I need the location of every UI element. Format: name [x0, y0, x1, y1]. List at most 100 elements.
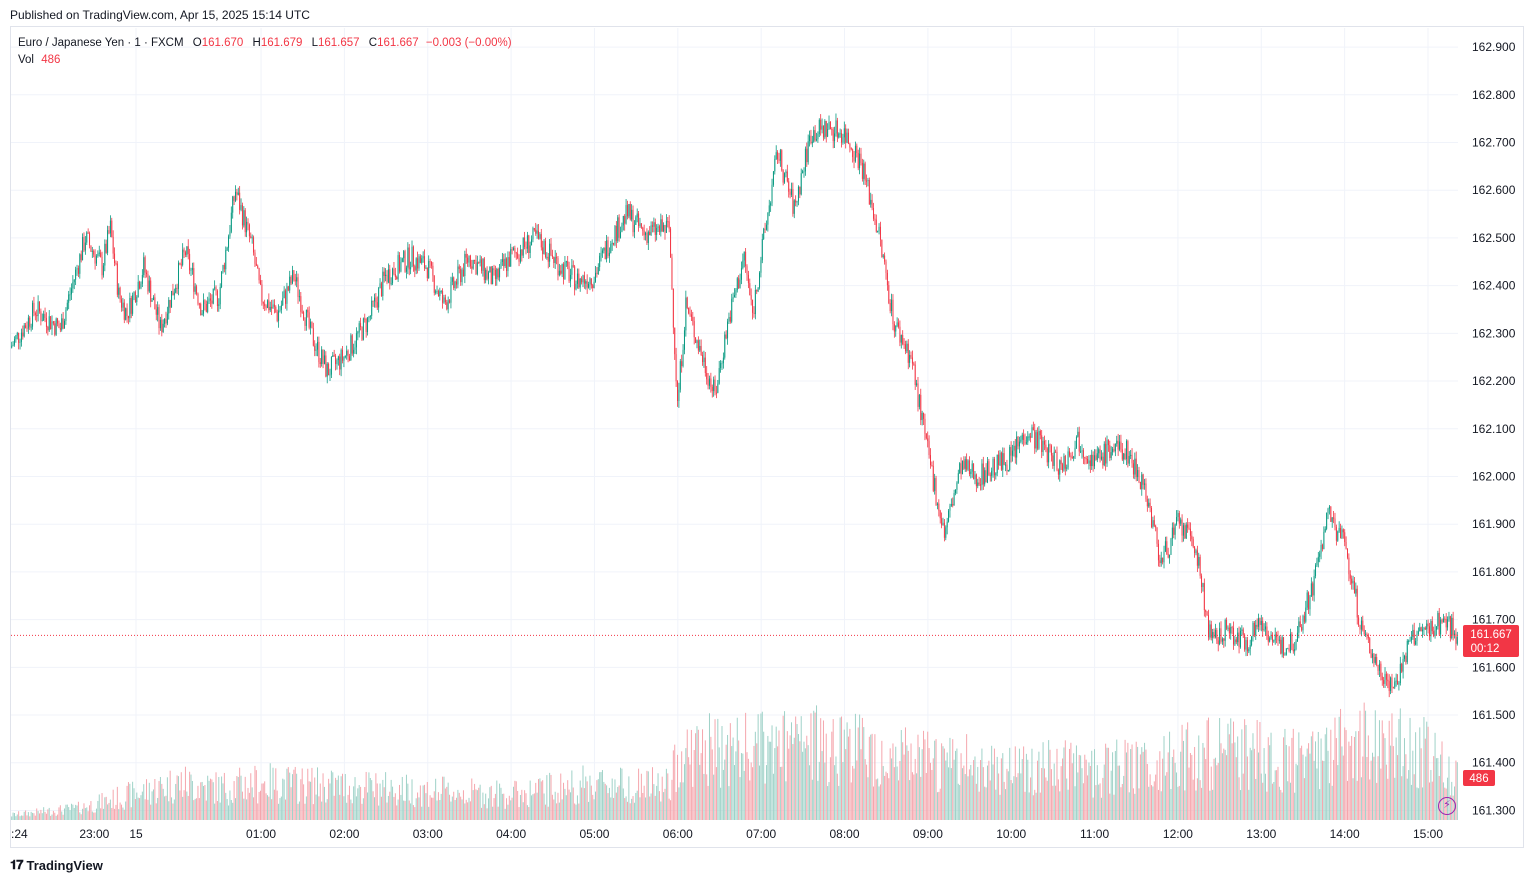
candle-body [116, 263, 118, 295]
candle-body [410, 267, 412, 270]
candle [234, 185, 236, 203]
candle-body [499, 268, 501, 278]
volume-bar [380, 796, 382, 820]
volume-bar [599, 772, 601, 820]
candle-body [1366, 633, 1368, 636]
lightning-icon[interactable]: ⚡ [1438, 797, 1456, 815]
volume-bar [1433, 756, 1435, 820]
volume-bar [425, 793, 427, 820]
candle-body [1134, 458, 1136, 475]
footer-brand[interactable]: 𝟏𝟕 TradingView [10, 857, 103, 873]
candle [1151, 506, 1153, 529]
volume-bar [1349, 745, 1351, 820]
candle-body [918, 394, 920, 407]
volume-bar [1365, 710, 1367, 820]
candle [272, 299, 274, 309]
candle-body [592, 285, 594, 288]
candle [870, 192, 872, 208]
candle-body [1452, 617, 1454, 636]
candle [72, 275, 74, 293]
candle-body [159, 319, 161, 329]
candle [831, 127, 833, 136]
candle-body [708, 378, 710, 386]
candle-body [55, 318, 57, 335]
candle [201, 309, 203, 316]
candle-body [36, 315, 38, 317]
candle-body [1394, 681, 1396, 688]
candle [532, 226, 534, 243]
candle [1274, 627, 1276, 645]
candle [1409, 636, 1411, 642]
candle [875, 214, 877, 233]
candle [1259, 617, 1261, 631]
candle-body [262, 301, 264, 304]
volume-bar [240, 775, 242, 820]
candle [1360, 616, 1362, 637]
candle [1255, 620, 1257, 640]
volume-bar [342, 773, 344, 820]
volume-bar [1219, 718, 1221, 820]
volume-bar [590, 785, 592, 820]
volume-bar [1077, 772, 1079, 820]
candle [1402, 652, 1404, 679]
candle-body [617, 217, 619, 241]
candle [916, 379, 918, 387]
candle-body [1099, 449, 1101, 460]
volume-bar [1120, 787, 1122, 820]
legend-vol-label[interactable]: Vol [18, 54, 34, 66]
candle-body [639, 223, 641, 226]
volume-bar [697, 729, 699, 820]
volume-bar [1060, 766, 1062, 820]
candle-body [339, 356, 341, 370]
volume-bar [978, 791, 980, 820]
candle-body [319, 362, 321, 365]
candle-body [1406, 640, 1408, 663]
volume-bar [622, 788, 624, 820]
candle [550, 238, 552, 257]
candle-body [122, 302, 124, 308]
candle [122, 297, 124, 312]
candle [176, 283, 178, 294]
volume-bar [1315, 741, 1317, 820]
candle [1239, 627, 1241, 649]
volume-bar [777, 746, 779, 820]
candle-body [89, 233, 91, 246]
legend-symbol[interactable]: Euro / Japanese Yen · 1 · FXCM [18, 37, 184, 49]
volume-bar [886, 773, 888, 820]
volume-bar [72, 804, 74, 820]
candle-body [30, 326, 32, 328]
volume-bar [1146, 763, 1148, 820]
candle-body [977, 482, 979, 487]
candle-body [40, 311, 42, 321]
candle [194, 283, 196, 295]
volume-bar [1270, 732, 1272, 820]
candle [33, 296, 35, 317]
x-tick-6: 04:00 [496, 827, 526, 841]
volume-bar [547, 806, 549, 820]
candle [993, 456, 995, 482]
candle [660, 213, 662, 237]
candle-body [1050, 445, 1052, 456]
volume-bar [861, 717, 863, 820]
volume-bar [785, 781, 787, 820]
volume-bar [721, 726, 723, 820]
candle-body [1131, 454, 1133, 464]
volume-bar [1264, 773, 1266, 820]
candle-body [1355, 588, 1357, 594]
volume-bar [314, 777, 316, 820]
candle-body [212, 288, 214, 304]
candle [157, 301, 159, 322]
candle [871, 194, 873, 211]
candle-body [703, 357, 705, 363]
candle-body [1217, 640, 1219, 645]
candle-body [1162, 557, 1164, 563]
candle [314, 340, 316, 357]
candle-body [588, 284, 590, 288]
candle [1031, 424, 1033, 438]
candle [266, 299, 268, 309]
candle-body [1170, 538, 1172, 555]
candle [298, 289, 300, 302]
candle [1435, 626, 1437, 636]
volume-bar [209, 778, 211, 820]
